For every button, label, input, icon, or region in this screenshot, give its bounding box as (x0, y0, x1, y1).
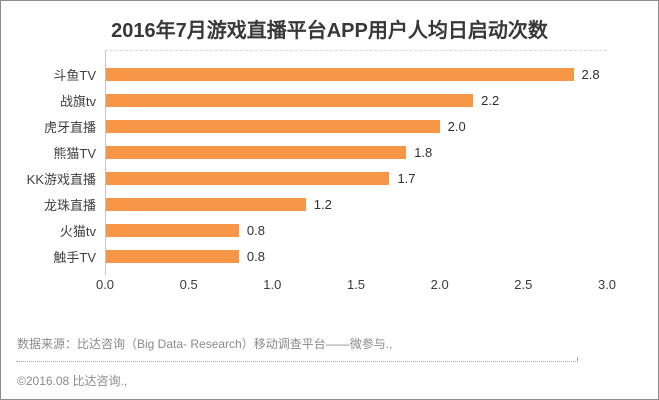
x-tick-label: 1.5 (346, 277, 366, 292)
value-label: 0.8 (246, 222, 265, 238)
bar (105, 93, 474, 107)
value-label: 2.0 (447, 118, 466, 134)
category-label: 虎牙直播 (43, 119, 96, 135)
category-label: KK游戏直播 (26, 171, 96, 187)
bar-row: 斗鱼TV 2.8 (17, 61, 609, 87)
bar (105, 249, 239, 263)
bar-zone: 2.8 (105, 67, 607, 82)
bar-row: 火猫tv 0.8 (17, 217, 609, 243)
bar-zone: 0.8 (105, 223, 607, 238)
category-label: 触手TV (53, 249, 96, 265)
bar-row: KK游戏直播 1.7 (17, 165, 609, 191)
value-label: 1.7 (397, 170, 416, 186)
dotted-separator (16, 361, 576, 362)
bar-zone: 2.0 (105, 119, 607, 134)
data-source-note: 数据来源：比达咨询（Big Data- Research）移动调查平台——微参与… (17, 337, 393, 351)
bar-zone: 1.8 (105, 145, 607, 160)
bar-row: 战旗tv 2.2 (17, 87, 609, 113)
copyright-note: ©2016.08 比达咨询., (17, 374, 128, 388)
x-tick-label: 2.5 (514, 277, 533, 292)
bar (105, 223, 239, 237)
x-tick-label: 0.0 (95, 277, 115, 292)
x-tick-label: 3.0 (597, 277, 617, 292)
bar-row: 触手TV 0.8 (17, 243, 609, 269)
category-label: 熊猫TV (53, 145, 96, 161)
value-label: 0.8 (246, 248, 265, 264)
bar-zone: 2.2 (105, 93, 607, 108)
bar-chart: 斗鱼TV 2.8 战旗tv 2.2 虎牙直播 2.0 熊猫TV 1.8 KK游戏直播 1.7 龙珠直… (17, 50, 616, 297)
bar (105, 171, 390, 185)
bar (105, 119, 440, 133)
bar (105, 145, 407, 159)
x-axis: 0.0 0.5 1.0 1.5 2.0 2.5 3.0 (96, 277, 616, 297)
bar-zone: 1.2 (105, 197, 607, 212)
chart-title: 2016年7月游戏直播平台APP用户人均日启动次数 (111, 20, 548, 42)
y-axis-line (105, 50, 106, 275)
x-tick-label: 0.5 (179, 277, 198, 292)
bar-zone: 0.8 (105, 249, 607, 264)
category-label: 斗鱼TV (53, 67, 96, 83)
bar-zone: 1.7 (105, 171, 607, 186)
bar-row: 龙珠直播 1.2 (17, 191, 609, 217)
bar-row: 虎牙直播 2.0 (17, 113, 609, 139)
bar (105, 67, 574, 81)
category-label: 火猫tv (59, 223, 96, 239)
plot-top-dashed-line (105, 50, 607, 51)
value-label: 1.2 (313, 196, 332, 212)
value-label: 2.8 (581, 66, 600, 82)
category-label: 战旗tv (59, 93, 96, 109)
bar-row: 熊猫TV 1.8 (17, 139, 609, 165)
value-label: 1.8 (414, 144, 433, 160)
x-tick-label: 1.0 (263, 277, 282, 292)
x-tick-label: 2.0 (430, 277, 449, 292)
category-label: 龙珠直播 (43, 197, 96, 213)
value-label: 2.2 (481, 92, 500, 108)
dotted-separator-end-tick (577, 357, 578, 362)
bar (105, 197, 306, 211)
bar-rows: 斗鱼TV 2.8 战旗tv 2.2 虎牙直播 2.0 熊猫TV 1.8 KK游戏直播 1.7 龙珠直… (17, 50, 609, 269)
